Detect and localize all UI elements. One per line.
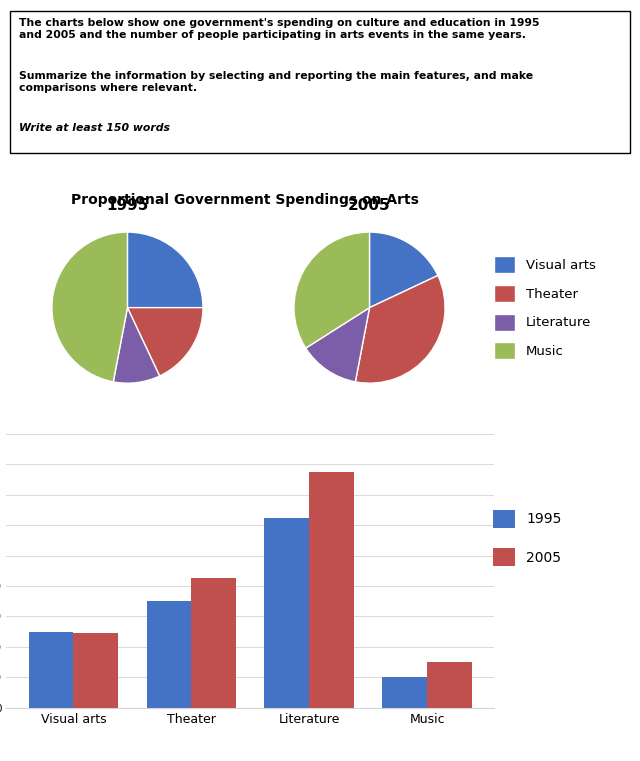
Legend: 1995, 2005: 1995, 2005 (487, 504, 567, 572)
Bar (428, 662, 472, 708)
Bar (74, 633, 118, 708)
Wedge shape (52, 232, 127, 382)
Text: The charts below show one government's spending on culture and education in 1995: The charts below show one government's s… (19, 18, 540, 40)
Text: Summarize the information by selecting and reporting the main features, and make: Summarize the information by selecting a… (19, 72, 533, 93)
FancyBboxPatch shape (10, 11, 630, 153)
Bar (191, 578, 236, 708)
Wedge shape (113, 307, 159, 384)
Bar (29, 632, 74, 708)
Text: Write at least 150 words: Write at least 150 words (19, 123, 170, 133)
Bar (264, 517, 309, 708)
Wedge shape (294, 232, 369, 348)
Wedge shape (355, 275, 445, 384)
Wedge shape (127, 307, 203, 376)
Bar (309, 472, 354, 708)
Title: 1995: 1995 (106, 198, 148, 213)
Text: Proportional Government Spendings on Arts: Proportional Government Spendings on Art… (71, 193, 419, 207)
Legend: Visual arts, Theater, Literature, Music: Visual arts, Theater, Literature, Music (490, 252, 600, 363)
Bar (147, 601, 191, 708)
Wedge shape (127, 232, 203, 307)
Bar (383, 677, 428, 708)
Wedge shape (306, 307, 369, 382)
Wedge shape (369, 232, 438, 307)
Title: 2005: 2005 (348, 198, 391, 213)
